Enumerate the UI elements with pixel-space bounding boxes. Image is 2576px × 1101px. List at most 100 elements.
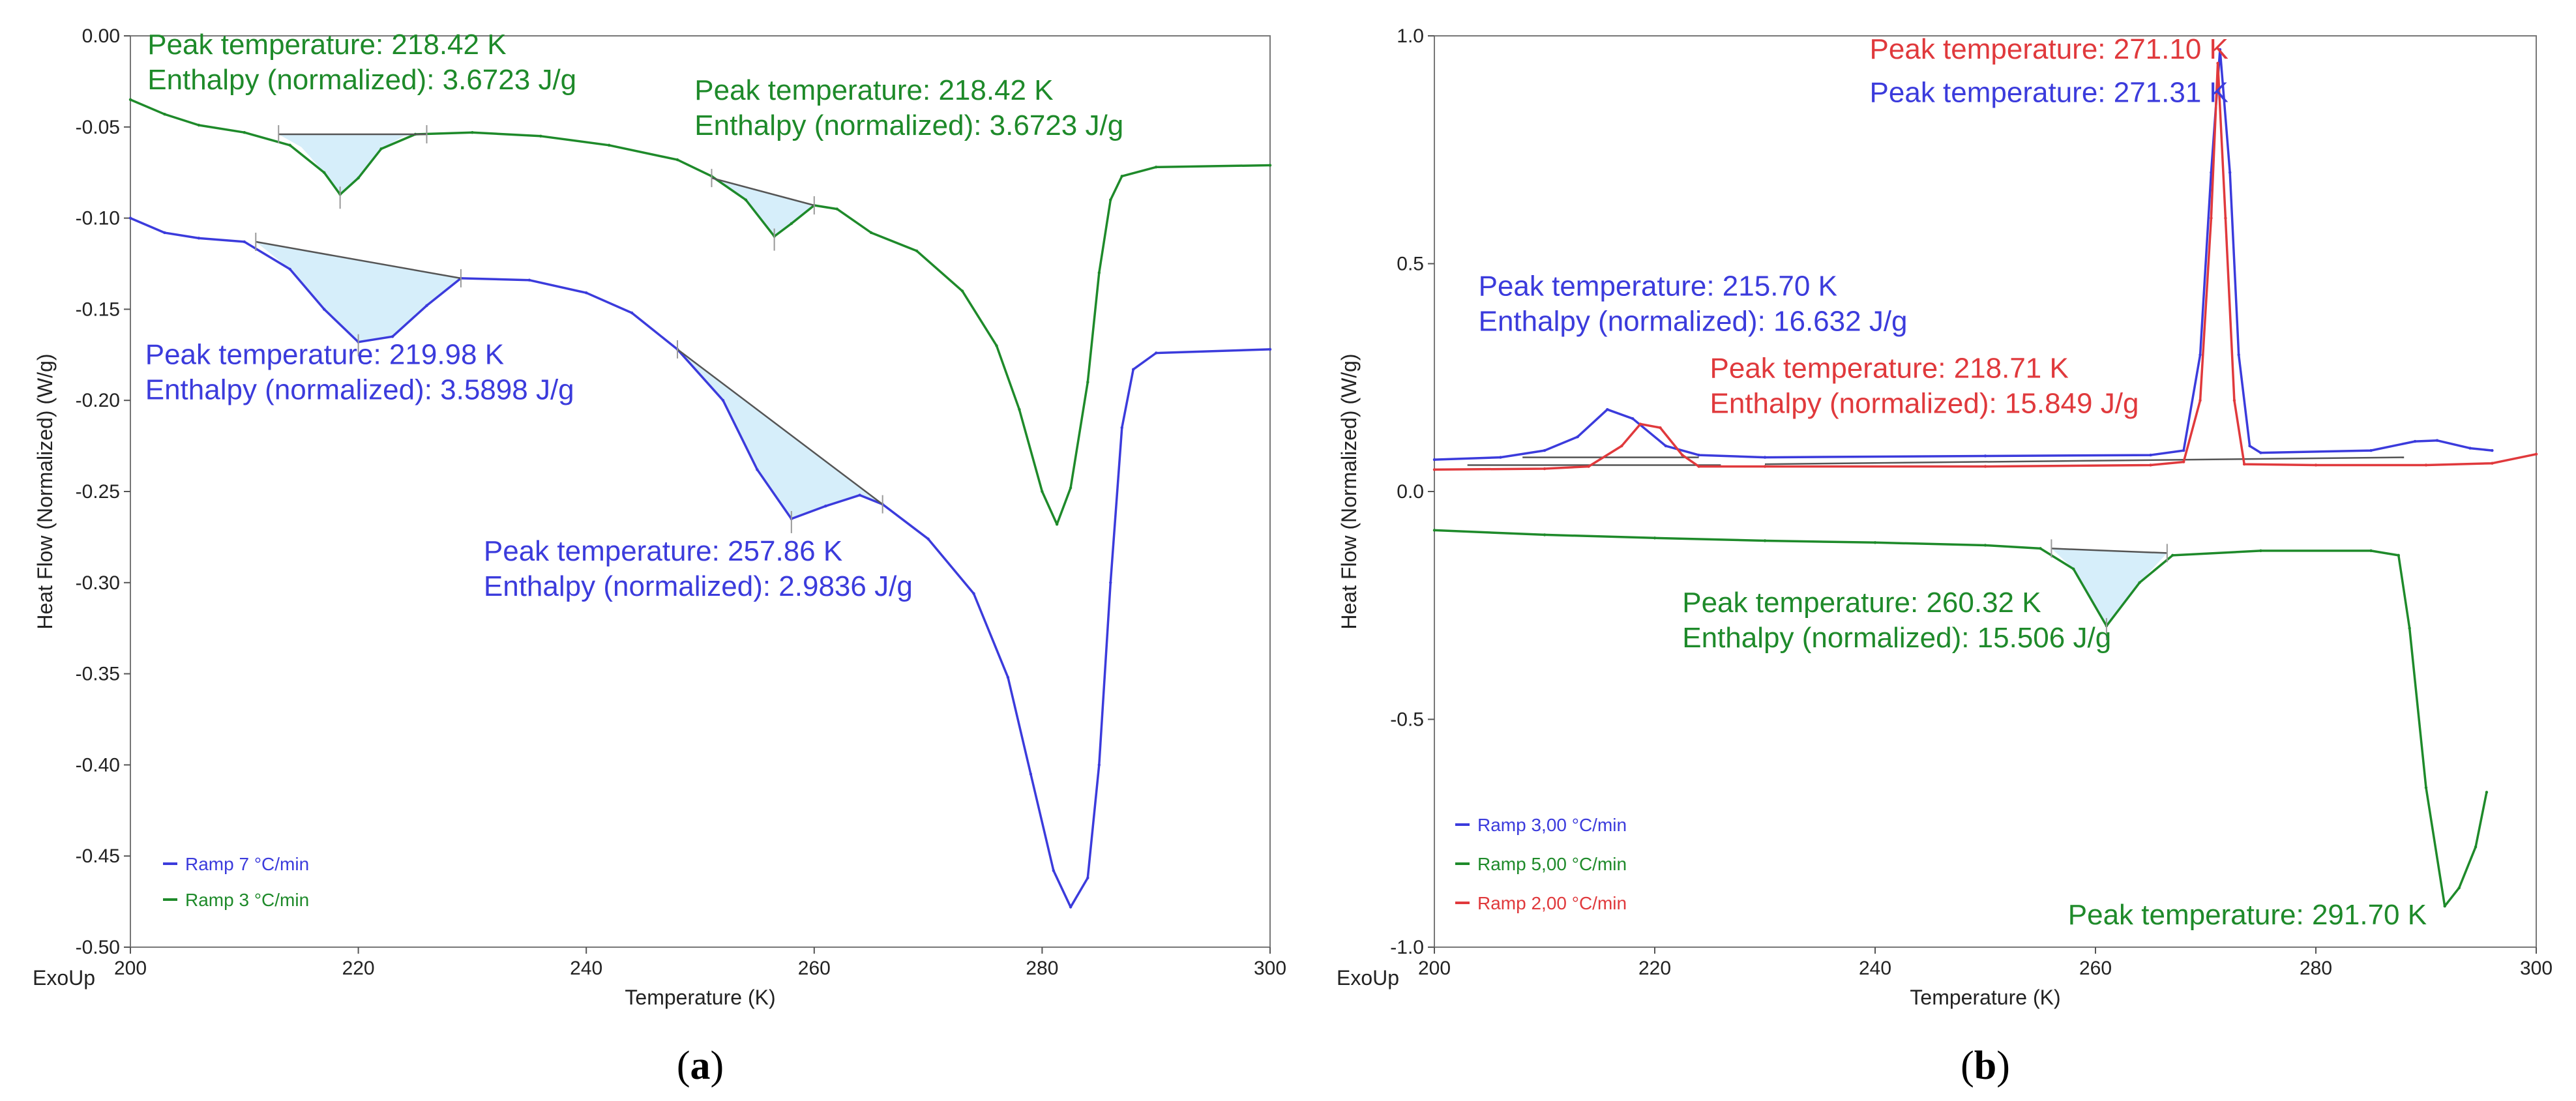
peak-fill-area <box>278 134 427 195</box>
peak-fill-area <box>677 349 883 519</box>
series-point <box>1983 544 1987 547</box>
enthalpy-label: Enthalpy (normalized): 16.632 J/g <box>1479 305 1908 337</box>
series-point <box>926 537 930 540</box>
series-point <box>2259 451 2262 454</box>
series-point <box>2259 549 2262 553</box>
panel-caption: (b) <box>1961 1044 2010 1088</box>
x-tick-label: 280 <box>2300 958 2332 979</box>
x-tick-label: 200 <box>1418 958 1451 979</box>
panel-a-chart: 0.00 -0.05 -0.10 -0.15 -0.20 -0.25 -0.30 -0.35 -… <box>33 25 1286 1088</box>
peak-temperature-label: Peak temperature: 271.10 K <box>1870 33 2228 65</box>
series-point <box>2491 462 2494 465</box>
series-point <box>1620 444 1623 448</box>
series-point <box>1543 533 1547 536</box>
series-point <box>1006 675 1010 679</box>
series-point <box>1697 453 1700 457</box>
peak-temperature-label: Peak temperature: 271.31 K <box>1870 76 2228 108</box>
series-point <box>1499 456 1502 459</box>
series-point <box>824 505 827 508</box>
y-tick-label: 0.0 <box>1397 481 1424 503</box>
series-point <box>2397 553 2400 557</box>
peak-temperature-label: Peak temperature: 219.98 K <box>145 338 504 370</box>
series-point <box>1664 444 1668 448</box>
y-tick-label: -0.40 <box>76 754 120 776</box>
series-point <box>2138 581 2141 584</box>
caption-letter: a <box>690 1044 711 1088</box>
x-tick-label: 240 <box>570 958 602 979</box>
peak-baseline <box>2051 548 2167 554</box>
series-point <box>2457 886 2461 890</box>
series-point <box>288 143 291 147</box>
y-tick-label: 1.0 <box>1397 25 1424 47</box>
series-point <box>527 278 531 282</box>
series-point <box>2216 61 2219 65</box>
series-point <box>607 143 611 147</box>
series-point <box>2314 463 2318 467</box>
x-tick-label: 300 <box>1254 958 1286 979</box>
series-point <box>391 335 394 338</box>
series-point <box>2182 460 2185 463</box>
series-point <box>1018 407 1021 411</box>
peak-fill-area <box>2051 548 2167 626</box>
series-point <box>1120 175 1123 178</box>
enthalpy-label: Enthalpy (normalized): 15.506 J/g <box>1682 622 2111 654</box>
x-tick-label: 220 <box>342 958 375 979</box>
series-point <box>471 130 474 134</box>
series-point <box>1606 407 1609 411</box>
series-point <box>1638 422 1642 426</box>
y-tick-label: -1.0 <box>1390 937 1424 958</box>
y-tick-label: -0.20 <box>76 390 120 411</box>
series-point <box>1631 417 1635 420</box>
enthalpy-label: Enthalpy (normalized): 3.6723 J/g <box>147 64 576 96</box>
series-point <box>972 592 975 595</box>
peak-temperature-label: Peak temperature: 218.42 K <box>147 29 506 61</box>
series-point <box>2039 547 2042 550</box>
peak-baseline <box>256 241 462 280</box>
series-point <box>1697 465 1700 468</box>
series-point <box>960 289 964 293</box>
series-point <box>1155 166 1158 169</box>
series-point <box>322 308 326 311</box>
series-point <box>1097 763 1101 767</box>
series-point <box>2149 463 2152 467</box>
series-point <box>2408 626 2411 630</box>
series-point <box>1432 458 1436 462</box>
series-point <box>1432 529 1436 532</box>
series-point <box>288 267 291 271</box>
y-tick-label: -0.50 <box>76 937 120 958</box>
exo-up-label: ExoUp <box>33 966 95 990</box>
y-axis-label: Heat Flow (Normalized) (W/g) <box>33 353 57 629</box>
series-line <box>1434 62 2537 471</box>
series-point <box>1983 465 1987 468</box>
series-point <box>322 171 326 174</box>
series-point <box>1069 905 1073 909</box>
legend-label: Ramp 5,00 °C/min <box>1477 854 1627 874</box>
series-point <box>1086 381 1089 384</box>
series-point <box>1587 465 1590 468</box>
series-point <box>858 493 861 497</box>
peak-temperature-label: Peak temperature: 257.86 K <box>484 535 842 567</box>
series-point <box>425 304 428 308</box>
x-tick-label: 260 <box>2079 958 2112 979</box>
series-point <box>1069 486 1073 490</box>
series-point <box>357 176 360 180</box>
enthalpy-label: Enthalpy (normalized): 15.849 J/g <box>1710 387 2139 419</box>
series-point <box>1120 426 1123 430</box>
series-point <box>1983 454 1987 458</box>
series-point <box>1097 271 1101 274</box>
y-tick-label: -0.05 <box>76 117 120 138</box>
legend-label: Ramp 3,00 °C/min <box>1477 815 1627 835</box>
y-tick-label: 0.5 <box>1397 254 1424 275</box>
series-point <box>128 216 132 220</box>
enthalpy-label: Enthalpy (normalized): 2.9836 J/g <box>484 570 913 602</box>
series-point <box>1873 541 1877 544</box>
series-point <box>1659 426 1662 430</box>
series-point <box>2210 216 2213 220</box>
caption-open-paren: ( <box>1961 1044 1974 1088</box>
series-point <box>1086 876 1089 879</box>
series-line <box>1434 48 2493 461</box>
caption-close-paren: ) <box>1996 1044 2010 1088</box>
series-point <box>2248 444 2251 448</box>
series-point <box>2210 171 2213 174</box>
series-point <box>197 237 201 240</box>
